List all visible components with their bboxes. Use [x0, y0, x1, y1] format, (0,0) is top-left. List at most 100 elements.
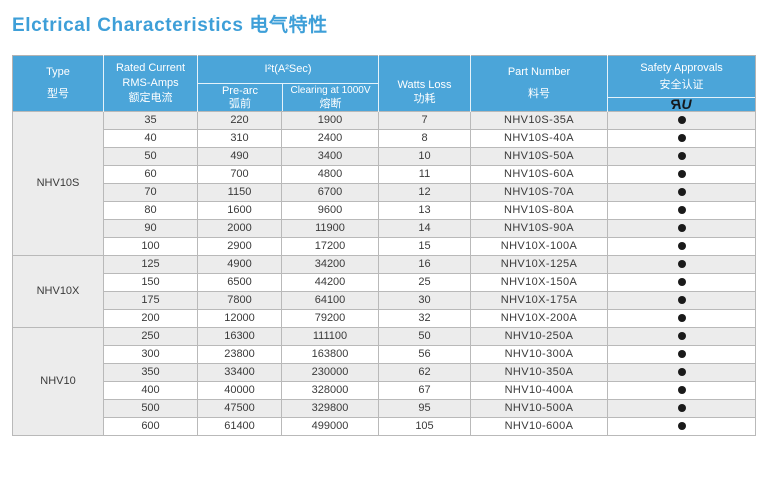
- clearing-label-zh: 熔断: [319, 98, 342, 110]
- cell-watts: 62: [378, 363, 471, 382]
- cell-clearing: 6700: [281, 183, 379, 202]
- cell-part: NHV10S-35A: [470, 111, 608, 130]
- cell-clearing: 4800: [281, 165, 379, 184]
- cell-part: NHV10-300A: [470, 345, 608, 364]
- cell-safety-approval: [607, 111, 756, 130]
- type-group-cell: NHV10: [12, 327, 104, 436]
- cell-clearing: 111100: [281, 327, 379, 346]
- cell-current: 60: [103, 165, 198, 184]
- cell-pre-arc: 220: [197, 111, 282, 130]
- cell-current: 300: [103, 345, 198, 364]
- cell-clearing: 9600: [281, 201, 379, 220]
- cell-part: NHV10X-200A: [470, 309, 608, 328]
- table-row: 80 1600 9600 13 NHV10S-80A: [13, 201, 756, 220]
- cell-part: NHV10-400A: [470, 381, 608, 400]
- approval-dot-icon: [677, 386, 686, 395]
- cell-clearing: 64100: [281, 291, 379, 310]
- electrical-characteristics-table: Type 型号 Rated Current RMS-Amps 额定电流 I²t(…: [12, 55, 756, 436]
- cell-current: 500: [103, 399, 198, 418]
- table-row: NHV10X 125 4900 34200 16 NHV10X-125A: [12, 255, 756, 328]
- pre-arc-label-zh: 弧前: [229, 98, 251, 110]
- approval-dot-icon: [677, 224, 686, 233]
- col-header-part-number: Part Number 料号: [470, 55, 608, 112]
- cell-current: 200: [103, 309, 198, 328]
- table-row: NHV10 250 16300 111100 50 NHV10-250A: [12, 327, 756, 436]
- col-header-pre-arc: Pre-arc 弧前: [198, 84, 282, 111]
- table-row: 300 23800 163800 56 NHV10-300A: [13, 345, 756, 364]
- cell-part: NHV10X-175A: [470, 291, 608, 310]
- cell-clearing: 1900: [281, 111, 379, 130]
- table-row: 400 40000 328000 67 NHV10-400A: [13, 381, 756, 400]
- table-header: Type 型号 Rated Current RMS-Amps 额定电流 I²t(…: [12, 55, 756, 112]
- type-label-zh: 型号: [47, 88, 69, 100]
- cell-pre-arc: 310: [197, 129, 282, 148]
- cell-safety-approval: [607, 327, 756, 346]
- cell-pre-arc: 33400: [197, 363, 282, 382]
- table-row: 600 61400 499000 105 NHV10-600A: [13, 417, 756, 436]
- cell-watts: 15: [378, 237, 471, 256]
- table-row: 150 6500 44200 25 NHV10X-150A: [13, 273, 756, 292]
- cell-watts: 10: [378, 147, 471, 166]
- cell-current: 40: [103, 129, 198, 148]
- approval-dot-icon: [677, 242, 686, 251]
- approval-dot-icon: [677, 206, 686, 215]
- cell-pre-arc: 700: [197, 165, 282, 184]
- cell-part: NHV10X-125A: [470, 255, 608, 274]
- cell-part: NHV10S-40A: [470, 129, 608, 148]
- approval-dot-icon: [677, 350, 686, 359]
- pre-arc-label-en: Pre-arc: [221, 85, 259, 97]
- cell-watts: 95: [378, 399, 471, 418]
- cell-pre-arc: 12000: [197, 309, 282, 328]
- type-label-en: Type: [46, 66, 70, 78]
- watts-label-zh: 功耗: [413, 93, 436, 105]
- cell-pre-arc: 2900: [197, 237, 282, 256]
- approval-dot-icon: [677, 170, 686, 179]
- col-header-rated-current: Rated Current RMS-Amps 额定电流: [103, 55, 198, 112]
- safety-label-en: Safety Approvals: [640, 61, 723, 74]
- cell-part: NHV10-500A: [470, 399, 608, 418]
- cell-clearing: 163800: [281, 345, 379, 364]
- cell-safety-approval: [607, 273, 756, 292]
- approval-dot-icon: [677, 188, 686, 197]
- cell-clearing: 230000: [281, 363, 379, 382]
- cell-current: 100: [103, 237, 198, 256]
- cell-watts: 105: [378, 417, 471, 436]
- cell-watts: 8: [378, 129, 471, 148]
- cell-watts: 16: [378, 255, 471, 274]
- cell-clearing: 3400: [281, 147, 379, 166]
- cell-part: NHV10S-60A: [470, 165, 608, 184]
- approval-dot-icon: [677, 260, 686, 269]
- part-label-en: Part Number: [507, 66, 571, 78]
- cell-safety-approval: [607, 237, 756, 256]
- cell-current: 50: [103, 147, 198, 166]
- rated-label-line2: RMS-Amps: [122, 77, 179, 89]
- cell-current: 350: [103, 363, 198, 382]
- cell-safety-approval: [607, 201, 756, 220]
- ul-recognized-icon: RU: [672, 96, 691, 112]
- page-title: Elctrical Characteristics 电气特性: [12, 15, 328, 36]
- type-group-cell: NHV10X: [12, 255, 104, 328]
- cell-clearing: 499000: [281, 417, 379, 436]
- cell-part: NHV10-250A: [470, 327, 608, 346]
- rated-label-line1: Rated Current: [115, 62, 186, 74]
- cell-pre-arc: 6500: [197, 273, 282, 292]
- approval-dot-icon: [677, 134, 686, 143]
- table-row: 350 33400 230000 62 NHV10-350A: [13, 363, 756, 382]
- cell-current: 125: [103, 255, 198, 274]
- cell-part: NHV10-350A: [470, 363, 608, 382]
- cell-part: NHV10X-100A: [470, 237, 608, 256]
- rated-label-zh: 额定电流: [128, 92, 173, 104]
- cell-current: 35: [103, 111, 198, 130]
- cell-current: 600: [103, 417, 198, 436]
- cell-safety-approval: [607, 417, 756, 436]
- cell-safety-approval: [607, 255, 756, 274]
- cell-current: 90: [103, 219, 198, 238]
- cell-watts: 25: [378, 273, 471, 292]
- cell-safety-approval: [607, 399, 756, 418]
- cell-safety-approval: [607, 219, 756, 238]
- cell-clearing: 2400: [281, 129, 379, 148]
- cell-pre-arc: 40000: [197, 381, 282, 400]
- cell-clearing: 11900: [281, 219, 379, 238]
- col-header-watts-loss: Watts Loss 功耗: [378, 55, 471, 112]
- cell-pre-arc: 1150: [197, 183, 282, 202]
